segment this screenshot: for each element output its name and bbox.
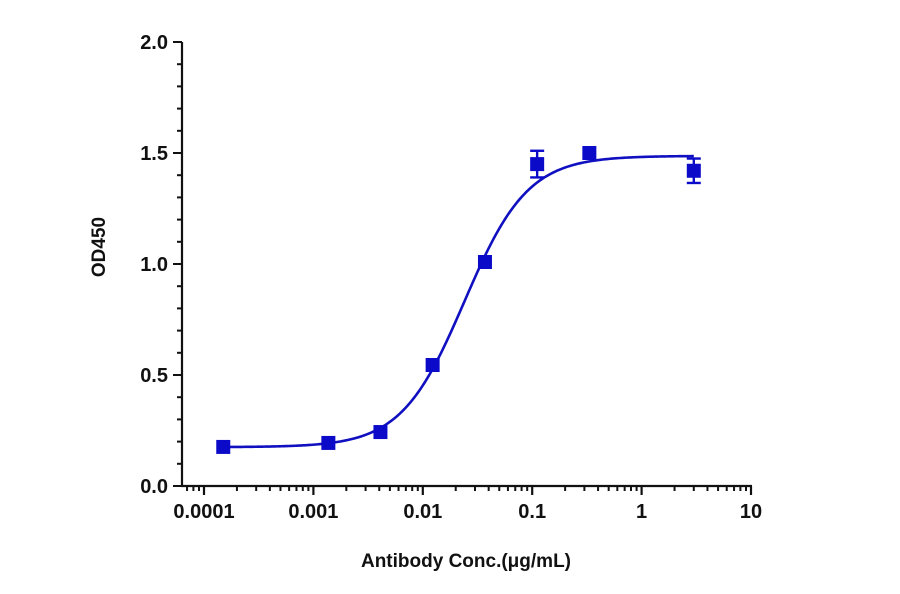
data-point-square xyxy=(686,163,701,178)
x-tick-label: 0.01 xyxy=(403,501,442,523)
x-tick-label: 0.1 xyxy=(518,501,546,523)
y-tick-label: 0.0 xyxy=(140,476,168,498)
data-point-square xyxy=(582,146,597,160)
fit-curve xyxy=(223,154,694,449)
data-point-square xyxy=(321,435,336,450)
data-point-square xyxy=(216,439,231,454)
x-axis-title: Antibody Conc.(μg/mL) xyxy=(361,551,571,572)
data-point-square xyxy=(530,157,545,172)
x-tick-label: 1 xyxy=(636,501,647,523)
y-tick-label: 1.0 xyxy=(140,254,168,276)
y-axis: 0.0 0.5 1.0 1.5 2.0 xyxy=(140,32,184,498)
x-axis: 0.0001 0.001 0.01 0.1 1 10 xyxy=(173,484,762,523)
y-tick-label: 0.5 xyxy=(140,365,168,387)
x-tick-label: 10 xyxy=(740,501,762,523)
x-tick-label: 0.001 xyxy=(288,501,338,523)
data-point-square xyxy=(373,425,388,440)
data-point-square xyxy=(425,358,440,373)
y-tick-label: 1.5 xyxy=(140,143,168,165)
data-points xyxy=(216,146,701,454)
y-axis-title: OD450 xyxy=(89,217,110,277)
data-point-square xyxy=(477,255,492,270)
x-tick-label: 0.0001 xyxy=(173,501,234,523)
y-tick-label: 2.0 xyxy=(140,32,168,54)
